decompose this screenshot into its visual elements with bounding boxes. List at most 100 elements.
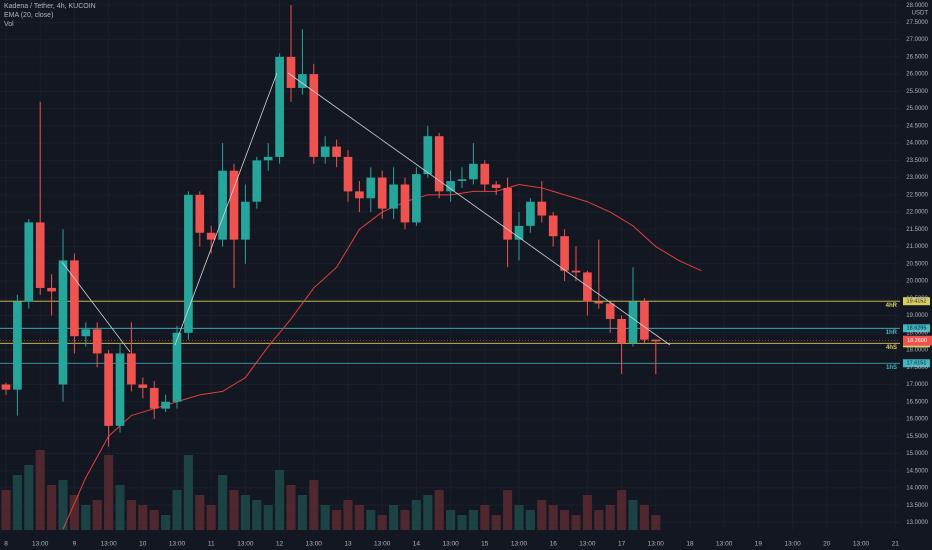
indicator-label: Vol <box>4 21 14 28</box>
volume-bar <box>457 515 467 530</box>
candle-body <box>400 184 410 223</box>
candle-body <box>605 303 615 319</box>
x-tick-label: 19 <box>755 541 763 548</box>
volume-bar <box>651 515 661 530</box>
candle-body <box>548 215 558 237</box>
candle-body <box>92 329 102 354</box>
candle-body <box>332 146 341 157</box>
volume-bar <box>240 495 250 530</box>
volume-bar <box>582 495 592 530</box>
y-tick-label: 17.0000 <box>906 382 928 388</box>
x-tick-label: 13:00 <box>579 541 596 548</box>
candle-body <box>355 191 364 199</box>
candle-body <box>149 387 159 409</box>
volume-bar <box>149 510 159 530</box>
volume-bar <box>92 500 102 530</box>
x-tick-label: 21 <box>892 541 900 548</box>
volume-bar <box>218 475 228 530</box>
candle-body <box>480 163 490 185</box>
volume-bar <box>1 490 11 530</box>
y-tick-label: 15.5000 <box>906 434 928 440</box>
volume-bar <box>594 510 604 530</box>
x-tick-label: 13:00 <box>853 541 870 548</box>
volume-bar <box>503 490 513 530</box>
volume-bar <box>12 475 22 530</box>
candle-body <box>651 339 661 342</box>
volume-bar <box>161 515 171 530</box>
volume-bar <box>252 500 262 530</box>
y-tick-label: 21.5000 <box>906 227 928 233</box>
candle-body <box>457 179 467 182</box>
x-tick-label: 13:00 <box>374 541 391 548</box>
volume-bar <box>104 455 114 530</box>
y-tick-label: 25.5000 <box>906 89 928 95</box>
candle-body <box>412 174 421 223</box>
candle-body <box>389 184 398 209</box>
x-tick-label: 10 <box>139 541 147 548</box>
y-tick-label: 23.5000 <box>906 158 928 164</box>
y-tick-label: 24.5000 <box>906 123 928 129</box>
volume-bar <box>263 505 273 530</box>
x-tick-label: 12 <box>276 541 284 548</box>
level-name: 1hR <box>886 330 898 336</box>
candle-body <box>434 136 444 192</box>
level-name: 4hR <box>886 303 898 309</box>
volume-bar <box>275 470 285 530</box>
trend-line <box>287 72 671 346</box>
candle-body <box>560 236 569 271</box>
x-tick-label: 13:00 <box>306 541 323 548</box>
x-tick-label: 13:00 <box>169 541 186 548</box>
y-tick-label: 14.5000 <box>906 468 928 474</box>
last-price-tag <box>903 335 932 346</box>
x-tick-label: 15 <box>481 541 489 548</box>
candle-body <box>13 301 22 390</box>
volume-bar <box>320 505 330 530</box>
trend-line <box>174 72 278 346</box>
candle-body <box>617 318 626 344</box>
volume-bar <box>366 510 376 530</box>
candle-layer <box>1 5 702 530</box>
levels-layer: 4hR19.41521hR18.62954hS18.19361hS17.6151… <box>0 297 932 371</box>
volume-bar <box>35 450 45 530</box>
volume-bar <box>468 510 478 530</box>
candle-body <box>503 187 512 240</box>
volume-bar <box>69 495 79 530</box>
y-tick-label: 20.5000 <box>906 261 928 267</box>
volume-bar <box>206 505 216 530</box>
y-tick-label: 17.5000 <box>906 365 928 371</box>
x-tick-label: 13:00 <box>784 541 801 548</box>
volume-bar <box>47 485 57 530</box>
candle-body <box>104 353 113 426</box>
volume-bar <box>560 510 570 530</box>
y-tick-label: 24.0000 <box>906 141 928 147</box>
candle-body <box>446 181 455 192</box>
volume-bar <box>183 455 193 530</box>
volume-bar <box>537 500 547 530</box>
x-tick-label: 13:00 <box>511 541 528 548</box>
y-tick-label: 27.5000 <box>906 20 928 26</box>
volume-bar <box>309 480 319 530</box>
candle-body <box>229 170 239 240</box>
volume-bar <box>377 515 387 530</box>
volume-bar <box>434 490 444 530</box>
volume-bar <box>81 505 91 530</box>
volume-bar <box>286 485 296 530</box>
volume-bar <box>58 480 68 530</box>
x-tick-label: 20 <box>823 541 831 548</box>
y-tick-label: 15.0000 <box>906 451 928 457</box>
candle-body <box>514 225 524 240</box>
candle-body <box>286 56 296 88</box>
y-tick-label: 19.5000 <box>906 296 928 302</box>
volume-bar <box>24 465 34 530</box>
x-tick-label: 13:00 <box>237 541 254 548</box>
volume-bar <box>332 510 342 530</box>
volume-bar <box>172 490 182 530</box>
x-tick-label: 13:00 <box>100 541 117 548</box>
candle-body <box>469 163 478 180</box>
x-tick-label: 13:00 <box>442 541 459 548</box>
y-tick-label: 23.0000 <box>906 175 928 181</box>
volume-bar <box>138 505 148 530</box>
candle-body <box>309 74 319 157</box>
candle-body <box>58 260 68 385</box>
x-tick-label: 13:00 <box>32 541 49 548</box>
